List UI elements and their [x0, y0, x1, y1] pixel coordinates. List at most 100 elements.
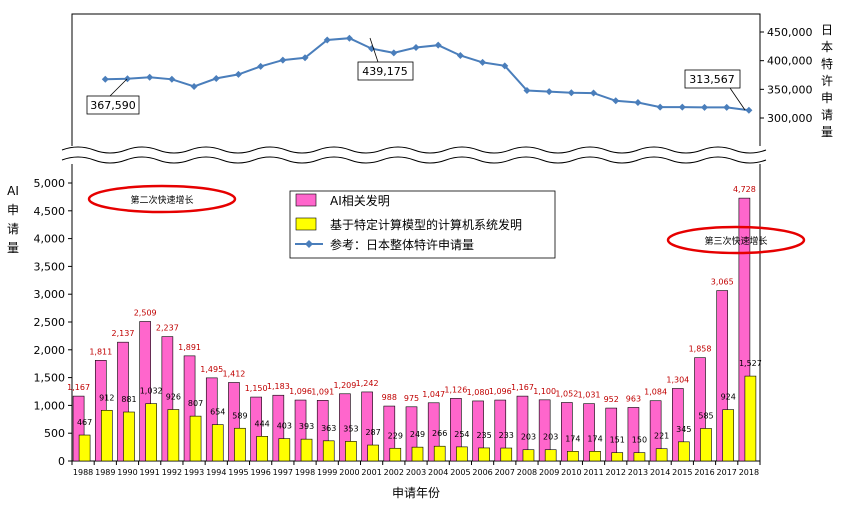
- left-tick-label: 500: [44, 427, 65, 440]
- bar-ai-label-2008: 1,167: [511, 383, 534, 392]
- bar-ai-label-2014: 1,084: [644, 388, 667, 397]
- bar-model-label-2016: 585: [698, 411, 713, 420]
- left-tick-label: 4,500: [34, 205, 66, 218]
- bar-model-label-2002: 229: [388, 431, 403, 440]
- x-tick-label: 2008: [517, 468, 537, 477]
- x-tick-label: 2002: [384, 468, 404, 477]
- left-axis-title: AI 申请量: [7, 184, 19, 255]
- right-tick-label: 350,000: [767, 83, 813, 96]
- bar-model-label-1998: 393: [299, 422, 314, 431]
- x-tick-label: 1991: [139, 468, 159, 477]
- x-tick-label: 2017: [717, 468, 737, 477]
- bar-model-2003: [411, 446, 424, 462]
- x-tick-label: 2004: [428, 468, 448, 477]
- x-axis-ticks: 1988 1989 1990 1991 1992 1993 1994 1995 1996 1997…: [71, 461, 761, 477]
- right-tick-label: 400,000: [767, 55, 813, 68]
- left-tick-label: 1,500: [34, 372, 66, 385]
- bar-ai-2017: [716, 290, 729, 462]
- bar-model-label-2013: 150: [632, 436, 647, 445]
- bar-model-2005: [456, 446, 468, 462]
- line-point-2017: [723, 103, 731, 111]
- bar-ai-2000: [339, 393, 351, 462]
- bar-model-label-1991: 1,032: [140, 387, 163, 396]
- bar-ai-label-1994: 1,495: [200, 365, 223, 374]
- x-tick-label: 2011: [583, 468, 603, 477]
- legend-swatch-ai: [295, 193, 317, 207]
- axis-title-char: 请: [7, 222, 19, 236]
- line-point-2009: [545, 88, 553, 96]
- left-tick-label: 2,500: [34, 316, 66, 329]
- x-axis-title: 申请年份: [392, 486, 440, 500]
- bar-ai-2011: [583, 403, 595, 462]
- bar-ai-2012: [605, 407, 618, 462]
- bar-ai-2010: [561, 402, 573, 462]
- axis-title-char: 申: [821, 91, 833, 105]
- line-point-2015: [678, 103, 686, 111]
- bar-model-label-2008: 203: [521, 433, 536, 442]
- bar-model-1989: [100, 409, 113, 462]
- bar-ai-label-2018: 4,728: [733, 185, 756, 194]
- legend-swatch-model: [295, 217, 317, 231]
- callout-peak: 439,175: [357, 37, 414, 81]
- bar-ai-1998: [294, 399, 307, 462]
- right-tick-label: 300,000: [767, 112, 813, 125]
- line-point-2006: [479, 58, 487, 66]
- x-tick-label: 2016: [694, 468, 714, 477]
- line-point-1992: [168, 75, 176, 83]
- bar-model-2012: [611, 452, 624, 462]
- bar-model-2015: [678, 441, 690, 462]
- bar-model-label-1997: 403: [277, 422, 292, 431]
- bar-ai-label-1990: 2,137: [112, 329, 135, 338]
- bar-ai-label-2006: 1,080: [467, 388, 490, 397]
- axis-title-char: 许: [821, 74, 833, 88]
- bar-ai-label-2011: 1,031: [578, 391, 601, 400]
- bar-ai-label-2015: 1,304: [666, 375, 689, 384]
- line-point-1993: [190, 82, 198, 90]
- axis-title-char: 请: [821, 108, 833, 122]
- x-tick-label: 2012: [606, 468, 626, 477]
- bar-model-2001: [367, 444, 379, 462]
- bar-model-1994: [211, 424, 224, 462]
- bar-ai-label-2012: 952: [604, 395, 619, 404]
- line-point-1989: [101, 75, 109, 83]
- bar-model-1991: [145, 403, 157, 462]
- x-tick-label: 1992: [162, 468, 182, 477]
- bar-model-2004: [433, 445, 446, 462]
- x-tick-label: 1990: [117, 468, 137, 477]
- line-point-1991: [146, 73, 154, 81]
- bar-ai-label-2016: 1,858: [689, 345, 712, 354]
- line-point-1997: [279, 56, 287, 64]
- bar-model-label-2015: 345: [676, 425, 691, 434]
- axis-title-char: 量: [821, 125, 833, 139]
- left-tick-label: 2,000: [34, 344, 66, 357]
- callout-last-label: 313,567: [689, 73, 735, 86]
- bar-model-label-1994: 654: [210, 408, 225, 417]
- bar-model-label-1993: 807: [188, 399, 203, 408]
- bar-model-1999: [322, 440, 335, 462]
- bar-model-label-2003: 249: [410, 430, 425, 439]
- bar-ai-label-1992: 2,237: [156, 324, 179, 333]
- line-point-2018: [745, 106, 753, 114]
- bar-model-2013: [633, 452, 646, 462]
- bar-ai-1995: [228, 382, 240, 462]
- bar-model-1998: [300, 438, 313, 462]
- line-point-2002: [390, 49, 398, 57]
- bar-model-label-1995: 589: [232, 411, 247, 420]
- bar-ai-2006: [472, 400, 484, 462]
- bar-ai-1993: [183, 355, 196, 462]
- line-point-1994: [212, 74, 220, 82]
- line-point-2013: [634, 99, 642, 107]
- bar-ai-label-1993: 1,891: [178, 343, 201, 352]
- axis-title-char: AI: [7, 184, 19, 198]
- bar-ai-2002: [383, 405, 396, 462]
- bar-ai-label-1996: 1,150: [245, 384, 268, 393]
- bar-ai-2001: [361, 391, 373, 462]
- legend-label-line: 参考：日本整体特许申请量: [330, 237, 474, 252]
- callout-first-label: 367,590: [90, 99, 136, 112]
- axis-title-char: 特: [821, 56, 833, 71]
- x-tick-label: 2018: [739, 468, 759, 477]
- bar-model-2018: [744, 375, 757, 462]
- line-point-2000: [345, 34, 353, 42]
- bar-model-2016: [700, 428, 712, 462]
- bar-model-1988: [78, 434, 91, 462]
